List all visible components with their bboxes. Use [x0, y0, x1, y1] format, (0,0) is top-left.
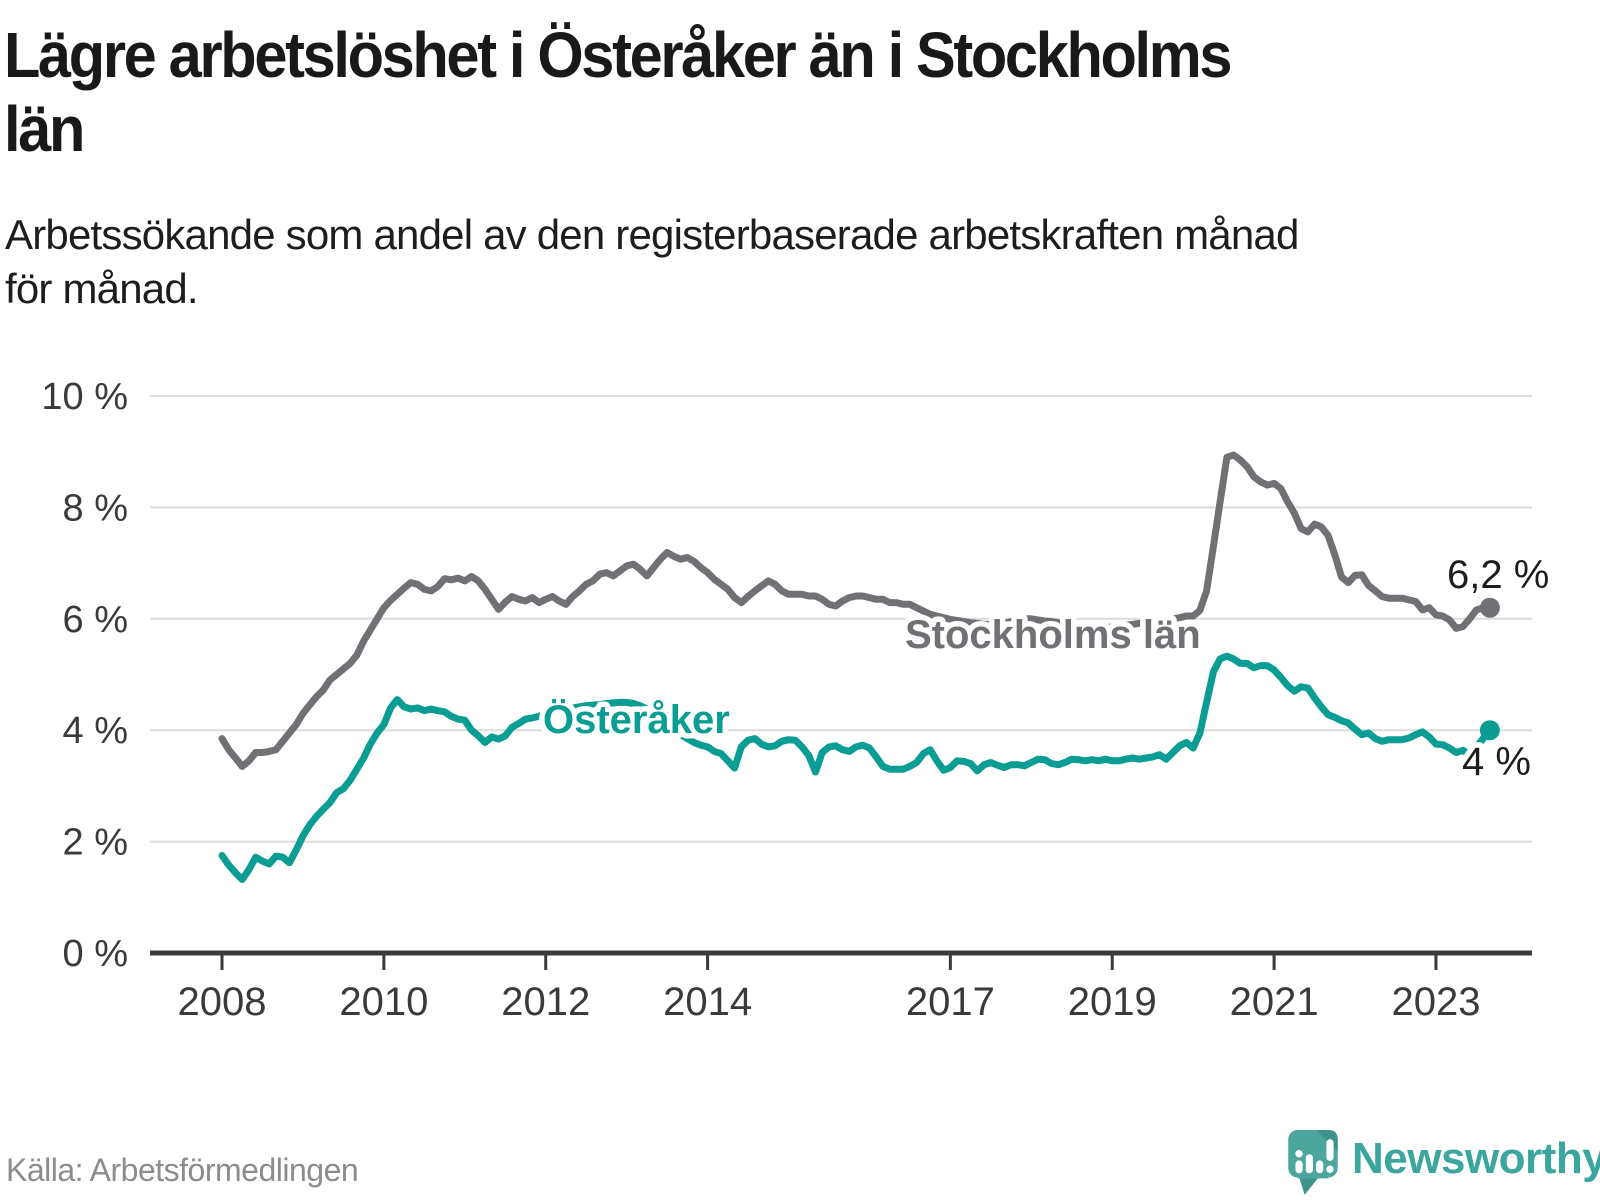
newsworthy-logo: Newsworthy — [1288, 1128, 1600, 1200]
svg-text:0 %: 0 % — [63, 933, 128, 975]
svg-text:2023: 2023 — [1391, 980, 1480, 1024]
page-subtitle: Arbetssökande som andel av den registerb… — [5, 211, 1299, 312]
svg-text:2014: 2014 — [663, 980, 752, 1024]
source-note: Källa: Arbetsförmedlingen — [6, 1152, 359, 1188]
svg-text:2 %: 2 % — [63, 822, 128, 864]
line-chart: 0 % 2 % 4 % 6 % 8 % 10 % 2008 2010 2012 2014 2017… — [41, 376, 1554, 1024]
series-label-stockholms-lan: Stockholms län — [905, 613, 1201, 657]
page-title: Lägre arbetslöshet i Österåker än i Stoc… — [4, 19, 1232, 165]
x-axis-ticks — [220, 955, 1438, 970]
svg-text:2017: 2017 — [906, 980, 995, 1024]
svg-text:6 %: 6 % — [63, 599, 128, 641]
svg-text:2008: 2008 — [178, 980, 267, 1024]
newsworthy-brand-name: Newsworthy — [1352, 1134, 1600, 1183]
end-value-label-osteraker: 4 % — [1462, 740, 1531, 784]
x-axis-labels: 2008 2010 2012 2014 2017 2019 2021 2023 — [178, 980, 1481, 1024]
end-dot-stockholms-lan — [1479, 597, 1500, 618]
svg-text:2019: 2019 — [1068, 980, 1157, 1024]
newsworthy-logo-icon — [1288, 1130, 1338, 1195]
svg-text:10 %: 10 % — [41, 376, 128, 418]
series-line-stockholms-lan — [218, 451, 1494, 770]
series-line-osteraker — [218, 652, 1494, 883]
svg-text:8 %: 8 % — [63, 487, 128, 529]
y-axis-labels: 0 % 2 % 4 % 6 % 8 % 10 % — [41, 376, 128, 975]
svg-text:2010: 2010 — [339, 980, 428, 1024]
svg-text:4 %: 4 % — [63, 710, 128, 752]
svg-text:2012: 2012 — [501, 980, 590, 1024]
svg-text:2021: 2021 — [1230, 980, 1319, 1024]
series-label-osteraker: Österåker — [543, 697, 730, 742]
end-dot-osteraker — [1479, 720, 1500, 741]
end-value-label-stockholms-lan: 6,2 % — [1447, 553, 1549, 597]
